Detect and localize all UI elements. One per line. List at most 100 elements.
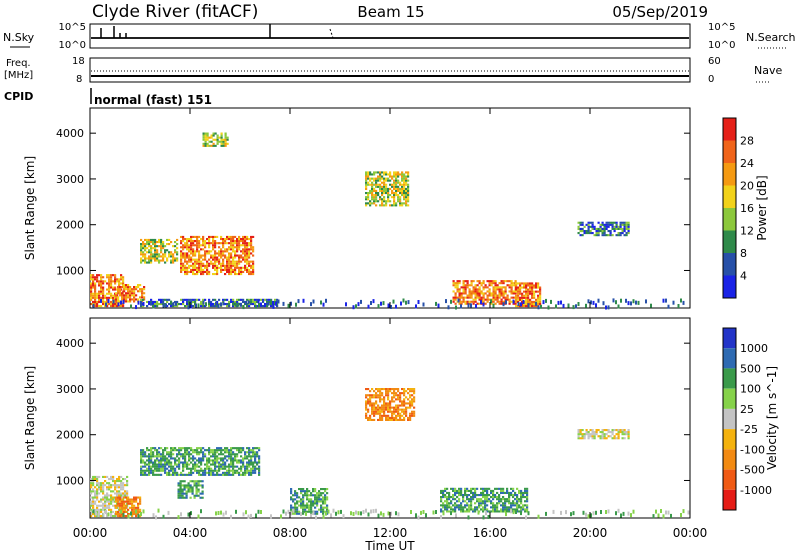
echo-cell-0-1	[115, 292, 118, 295]
echo-cell-0-4	[198, 268, 201, 271]
echo-cell-0-3	[160, 241, 163, 244]
echo-cell-0-4	[192, 270, 195, 273]
echo-cell-0-9	[587, 230, 590, 233]
echo-cell-0-4	[184, 254, 187, 257]
echo-cell-0-4	[220, 242, 223, 245]
echo-cell-1-2	[180, 449, 183, 452]
echo-cell-1-2	[186, 461, 189, 464]
scatter-cell-1	[632, 509, 635, 514]
scatter-cell-0	[665, 298, 667, 303]
echo-cell-1-1	[115, 500, 118, 503]
echo-cell-0-0	[100, 288, 103, 291]
echo-cell-1-6	[526, 489, 529, 492]
echo-cell-0-3	[142, 255, 145, 258]
echo-cell-0-0	[104, 300, 107, 303]
scatter-cell-1	[305, 511, 307, 516]
echo-cell-0-6	[373, 189, 376, 192]
echo-cell-0-4	[186, 248, 189, 251]
echo-cell-1-6	[466, 502, 469, 505]
echo-cell-0-1	[129, 286, 132, 289]
echo-cell-0-3	[164, 249, 167, 252]
echo-cell-1-4	[300, 500, 303, 503]
echo-cell-1-3	[199, 492, 202, 495]
echo-cell-0-7	[486, 300, 489, 303]
echo-cell-1-7	[597, 435, 600, 438]
echo-cell-0-7	[492, 288, 495, 291]
echo-cell-0-6	[393, 196, 396, 199]
echo-cell-1-2	[232, 459, 235, 462]
scatter-cell-0	[360, 299, 362, 304]
echo-cell-1-1	[119, 513, 122, 516]
echo-cell-1-6	[440, 510, 443, 513]
echo-cell-0-4	[214, 252, 217, 255]
echo-cell-0-4	[220, 238, 223, 241]
echo-cell-1-2	[156, 463, 159, 466]
echo-cell-0-4	[228, 254, 231, 257]
echo-cell-0-9	[621, 227, 624, 230]
echo-cell-1-2	[210, 459, 213, 462]
echo-cell-1-3	[179, 480, 182, 483]
echo-cell-0-1	[127, 288, 130, 291]
echo-cell-0-3	[156, 241, 159, 244]
echo-cell-1-2	[234, 453, 237, 456]
echo-cell-1-6	[520, 506, 523, 509]
echo-cell-1-1	[119, 502, 122, 505]
echo-cell-1-6	[470, 508, 473, 511]
echo-cell-0-0	[94, 282, 97, 285]
echo-cell-0-2	[192, 300, 195, 303]
echo-cell-1-6	[492, 496, 495, 499]
echo-cell-1-2	[160, 447, 163, 450]
echo-cell-0-4	[240, 273, 243, 276]
echo-cell-1-6	[486, 504, 489, 507]
echo-cell-0-6	[403, 179, 406, 182]
echo-cell-0-4	[198, 246, 201, 249]
echo-cell-0-8	[535, 305, 538, 308]
echo-cell-1-6	[472, 496, 475, 499]
echo-cell-1-0	[112, 498, 115, 501]
echo-cell-0-6	[373, 187, 376, 190]
echo-cell-1-5	[387, 408, 390, 411]
echo-cell-0-2	[166, 305, 169, 308]
echo-cell-0-7	[480, 298, 483, 301]
echo-cell-1-2	[258, 459, 261, 462]
scatter-cell-0	[470, 303, 472, 308]
echo-cell-1-0	[122, 492, 125, 495]
scatter-cell-0	[175, 301, 177, 306]
echo-cell-1-2	[238, 467, 241, 470]
echo-cell-1-5	[387, 418, 390, 421]
freq-frame	[89, 57, 691, 83]
echo-cell-1-2	[178, 447, 181, 450]
scatter-cell-1	[120, 509, 122, 514]
echo-cell-1-5	[385, 416, 388, 419]
echo-cell-1-2	[172, 471, 175, 474]
echo-cell-0-0	[106, 292, 109, 295]
echo-cell-0-4	[240, 260, 243, 263]
echo-cell-0-9	[597, 230, 600, 233]
echo-cell-0-6	[389, 179, 392, 182]
scatter-cell-0	[625, 298, 627, 303]
echo-cell-1-6	[524, 504, 527, 507]
echo-cell-0-0	[98, 290, 101, 293]
echo-cell-1-0	[102, 486, 105, 489]
echo-cell-1-2	[182, 457, 185, 460]
echo-cell-0-4	[188, 254, 191, 257]
echo-cell-0-7	[508, 300, 511, 303]
scatter-cell-1	[585, 512, 587, 517]
echo-cell-1-7	[603, 433, 606, 436]
echo-cell-0-6	[407, 192, 410, 195]
echo-cell-0-3	[142, 253, 145, 256]
echo-cell-0-4	[218, 262, 221, 265]
echo-cell-1-5	[381, 406, 384, 409]
echo-cell-1-0	[114, 486, 117, 489]
echo-cell-0-9	[603, 227, 606, 230]
colorbar-segment	[723, 429, 736, 450]
scatter-cell-0	[422, 302, 425, 307]
echo-cell-0-6	[385, 192, 388, 195]
echo-cell-0-7	[496, 298, 499, 301]
colorbar-segment	[723, 118, 736, 141]
echo-cell-1-4	[326, 498, 329, 501]
echo-cell-0-9	[607, 230, 610, 233]
echo-cell-1-6	[518, 510, 521, 513]
echo-cell-1-6	[520, 498, 523, 501]
echo-cell-1-7	[591, 431, 594, 434]
